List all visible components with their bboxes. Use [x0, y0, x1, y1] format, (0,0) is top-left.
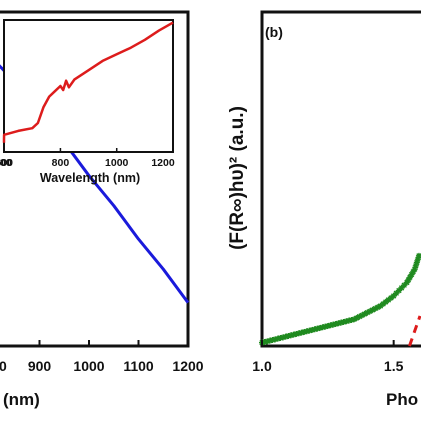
data-point-marker — [388, 294, 395, 301]
x-tick-label: 1000 — [73, 358, 104, 374]
data-point-marker — [359, 312, 366, 319]
data-point-marker — [369, 306, 376, 313]
data-point-marker — [395, 287, 402, 294]
data-point-marker — [380, 300, 387, 307]
data-point-marker — [413, 259, 420, 266]
data-point-marker — [414, 256, 421, 263]
panel-b-linear-fit-line — [408, 315, 421, 347]
data-point-marker — [406, 274, 413, 281]
panel-a-x-ticks: 900 1000 1100 1200 0 — [0, 340, 204, 374]
data-point-marker — [415, 252, 421, 259]
data-point-marker — [372, 305, 379, 312]
data-point-marker — [410, 268, 417, 275]
panel-a-inset-x-ticks: 600 800 1000 1200 00 — [0, 148, 175, 169]
x-tick-label: 1.5 — [384, 358, 404, 374]
panel-b-label: (b) — [265, 24, 283, 40]
panel-b-frame — [260, 10, 421, 348]
data-point-marker — [403, 279, 410, 286]
data-point-marker — [385, 296, 392, 303]
data-point-marker — [382, 298, 389, 305]
data-point-marker — [411, 266, 418, 273]
panel-b: (b) (F(R∞)hυ)² (a.u.) 1.0 1.5 Pho — [227, 10, 421, 409]
panel-b-x-ticks: 1.0 1.5 — [252, 340, 404, 374]
panel-b-y-axis-label: (F(R∞)hυ)² (a.u.) — [227, 106, 248, 250]
data-point-marker — [401, 282, 408, 289]
panel-a-inset-frame — [3, 19, 174, 153]
inset-x-tick-label: 1000 — [105, 157, 129, 169]
data-point-marker — [377, 302, 384, 309]
data-point-marker — [398, 284, 405, 291]
data-point-marker — [393, 290, 400, 297]
data-point-marker — [351, 316, 358, 323]
data-point-marker — [405, 276, 412, 283]
inset-x-tick-label-partial: 00 — [0, 157, 12, 169]
data-point-marker — [364, 309, 371, 316]
inset-x-tick-label: 800 — [52, 157, 70, 169]
x-tick-label: 1100 — [123, 358, 154, 374]
data-point-marker — [374, 304, 381, 311]
x-tick-label: 1200 — [172, 358, 203, 374]
panel-a-inset-x-axis-label: Wavelength (nm) — [40, 171, 140, 185]
data-point-marker — [412, 262, 419, 269]
inset-x-tick-label: 1200 — [151, 157, 175, 169]
inset-x-tick-label: 600 — [0, 157, 13, 169]
panel-b-x-axis-label: Pho — [386, 390, 418, 409]
panel-a-inset-red-series-line — [2, 21, 174, 143]
panel-a: 900 1000 1100 1200 0 (nm) 600 800 1000 1200 00 W… — [0, 10, 204, 409]
x-tick-label-partial: 0 — [0, 358, 7, 374]
data-point-marker — [361, 310, 368, 317]
panel-b-green-series — [259, 252, 421, 346]
data-point-marker — [356, 313, 363, 320]
x-tick-label: 900 — [28, 358, 52, 374]
panel-a-inset: 600 800 1000 1200 00 Wavelength (nm) — [0, 19, 175, 185]
data-point-marker — [353, 314, 360, 321]
data-point-marker — [390, 292, 397, 299]
data-point-marker — [408, 271, 415, 278]
panel-a-x-axis-label: (nm) — [3, 390, 40, 409]
data-point-marker — [366, 308, 373, 315]
x-tick-label: 1.0 — [252, 358, 272, 374]
